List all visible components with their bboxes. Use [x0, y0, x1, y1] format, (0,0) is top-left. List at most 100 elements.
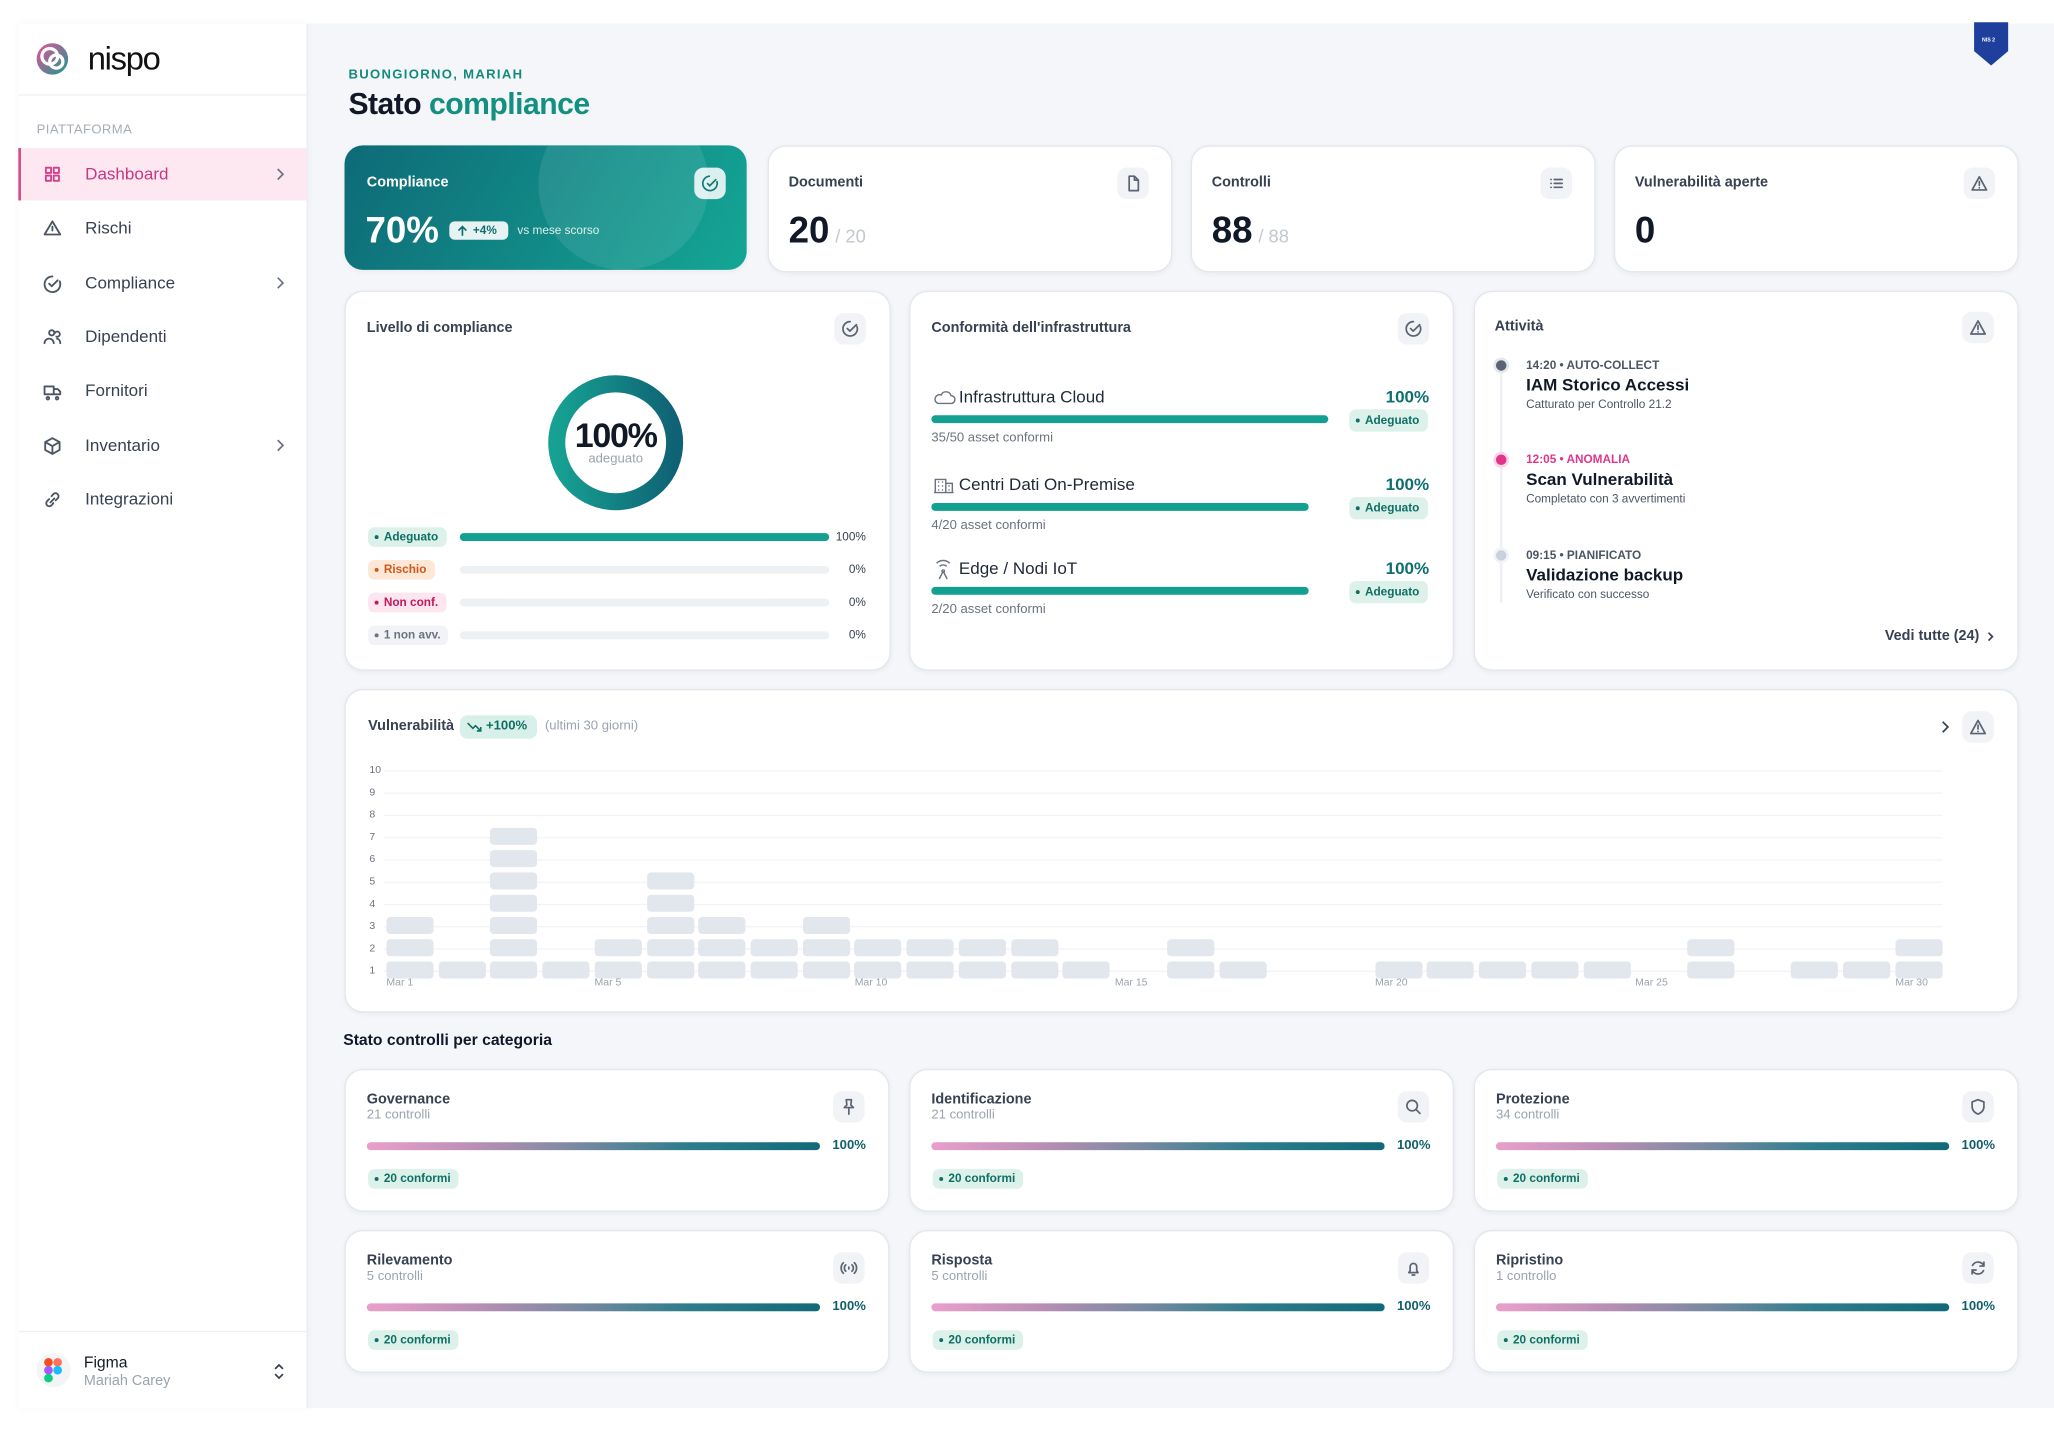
- view-all-link[interactable]: Vedi tutte (24): [1884, 627, 1980, 644]
- nav-icon: [44, 437, 61, 455]
- bar-block: [1791, 961, 1839, 979]
- chevron: [1942, 721, 1950, 733]
- nav-icon: [43, 329, 62, 345]
- avatar-dot: [44, 1365, 53, 1375]
- infra-name: Centri Dati On-Premise: [958, 474, 1135, 495]
- user-name: Mariah Carey: [83, 1373, 171, 1390]
- bar-block: [1687, 939, 1735, 957]
- icon-glyph: [701, 175, 719, 192]
- percent-label: 0%: [848, 562, 866, 576]
- bar-block: [386, 916, 434, 934]
- activity-card: [1473, 290, 2019, 671]
- category-percent: 100%: [1961, 1299, 1996, 1314]
- bar-block: [646, 939, 694, 957]
- progress-fill: [366, 1303, 821, 1312]
- icon: [1128, 175, 1140, 192]
- category-name: Ripristino: [1495, 1252, 1564, 1269]
- icon-button: [1397, 313, 1430, 345]
- infra-name: Edge / Nodi IoT: [958, 558, 1078, 578]
- nav-icon-glyph: [43, 275, 62, 294]
- bar-stack: [802, 914, 850, 981]
- y-tick-label: 7: [369, 830, 376, 842]
- bar-block: [698, 916, 746, 934]
- title-accent: compliance: [429, 86, 590, 121]
- trend-value: +100%: [485, 719, 528, 734]
- grid-line: [383, 903, 1943, 905]
- timeline-dot: [1493, 451, 1510, 468]
- chevron: [277, 277, 285, 289]
- bar-block: [490, 939, 538, 957]
- percent-label: 0%: [848, 628, 866, 642]
- progress-fill: [931, 1142, 1385, 1151]
- nav-label[interactable]: Inventario: [85, 435, 160, 455]
- progress-fill: [931, 503, 1309, 511]
- grid-line: [383, 925, 1943, 927]
- activity-meta: 14:20 • AUTO-COLLECT: [1526, 358, 1660, 372]
- section-title: Stato controlli per categoria: [343, 1030, 552, 1050]
- category-card: [1473, 1068, 2019, 1212]
- timeline-line: [1499, 373, 1503, 603]
- bar-block: [1010, 961, 1058, 979]
- infra-percent: 100%: [1385, 474, 1430, 495]
- decoration: [538, 145, 709, 270]
- chart-subtitle: (ultimi 30 giorni): [544, 719, 639, 734]
- bar-block: [958, 961, 1006, 979]
- nav-icon: [43, 275, 62, 294]
- nav-label[interactable]: Rischi: [85, 217, 132, 238]
- bar-block: [386, 939, 434, 957]
- icon-button: [1962, 711, 1994, 743]
- category-count: 34 controlli: [1495, 1108, 1560, 1123]
- nav-chevron: [277, 168, 285, 181]
- progress-fill: [459, 533, 830, 542]
- bar-block: [646, 916, 694, 934]
- bar-block: [1010, 939, 1058, 957]
- grid-line: [383, 858, 1943, 860]
- infra-icon: [933, 478, 954, 494]
- nav-icon-glyph: [43, 329, 62, 345]
- y-tick-label: 2: [369, 941, 376, 954]
- icon-glyph: [1128, 175, 1140, 192]
- progress-track: [459, 565, 830, 574]
- nav-icon: [44, 166, 60, 182]
- icon-button: [833, 1091, 865, 1123]
- bar-block: [1895, 961, 1943, 979]
- category-count: 21 controlli: [366, 1108, 431, 1123]
- kpi-card: [1613, 145, 2019, 273]
- bar-block: [1166, 939, 1215, 957]
- bar-block: [646, 872, 694, 890]
- bar-stack: [1583, 959, 1631, 981]
- bar-stack: [1479, 959, 1527, 981]
- grid-line: [383, 791, 1943, 794]
- icon: [840, 1261, 858, 1275]
- bar-stack: [750, 937, 798, 982]
- kpi-card: [344, 145, 747, 270]
- nav-label[interactable]: Dipendenti: [85, 326, 167, 347]
- icon-button: [1540, 167, 1572, 200]
- status-pill: 20 conformi: [932, 1169, 1024, 1189]
- icon-button: [1117, 167, 1149, 200]
- nav-icon-glyph: [43, 385, 62, 401]
- nav-label[interactable]: Integrazioni: [85, 488, 174, 509]
- grid-line: [383, 947, 1943, 950]
- bar-block: [854, 961, 902, 979]
- status-pill: Adeguato: [1349, 409, 1428, 432]
- nis2-badge-text: NIS 2: [1981, 36, 1996, 43]
- glyph: [933, 478, 954, 494]
- bar-block: [1375, 961, 1423, 979]
- account-switcher[interactable]: [270, 1361, 288, 1382]
- nav-item[interactable]: [18, 148, 307, 201]
- x-tick-label: Mar 10: [854, 976, 888, 988]
- nav-label[interactable]: Dashboard: [85, 164, 169, 184]
- category-count: 21 controlli: [931, 1108, 995, 1123]
- chevron-button[interactable]: [1937, 719, 1953, 735]
- nav-icon-glyph: [44, 166, 60, 182]
- kpi-label: Documenti: [788, 174, 864, 191]
- progress-fill: [931, 586, 1309, 595]
- category-card: [909, 1230, 1455, 1373]
- icon-glyph: [843, 1098, 855, 1115]
- nav-label[interactable]: Compliance: [85, 272, 176, 293]
- bar-stack: [1843, 959, 1891, 981]
- bar-block: [1843, 961, 1891, 979]
- nav-label[interactable]: Fornitori: [85, 380, 148, 400]
